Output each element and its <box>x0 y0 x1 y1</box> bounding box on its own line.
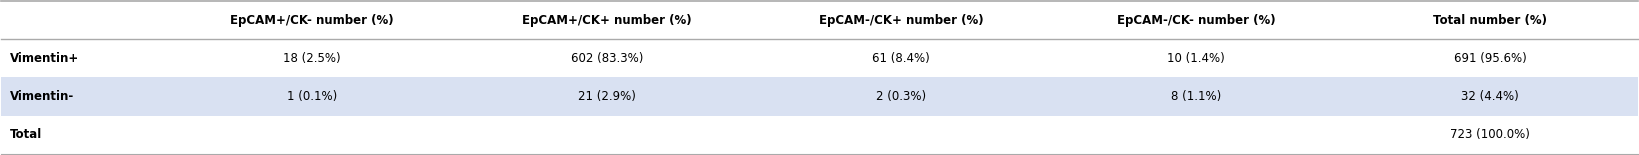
Text: EpCAM+/CK- number (%): EpCAM+/CK- number (%) <box>231 14 393 27</box>
Text: EpCAM-/CK- number (%): EpCAM-/CK- number (%) <box>1116 14 1275 27</box>
Text: 18 (2.5%): 18 (2.5%) <box>284 52 341 65</box>
Text: 32 (4.4%): 32 (4.4%) <box>1462 90 1519 103</box>
Text: Total: Total <box>10 128 43 141</box>
Text: 1 (0.1%): 1 (0.1%) <box>287 90 338 103</box>
Bar <box>2 39 1637 78</box>
Text: 2 (0.3%): 2 (0.3%) <box>877 90 926 103</box>
Text: Vimentin+: Vimentin+ <box>10 52 79 65</box>
Text: 602 (83.3%): 602 (83.3%) <box>570 52 642 65</box>
Text: 723 (100.0%): 723 (100.0%) <box>1451 128 1531 141</box>
Text: 61 (8.4%): 61 (8.4%) <box>872 52 931 65</box>
Bar <box>2 116 1637 154</box>
Text: EpCAM+/CK+ number (%): EpCAM+/CK+ number (%) <box>521 14 692 27</box>
Text: EpCAM-/CK+ number (%): EpCAM-/CK+ number (%) <box>820 14 983 27</box>
Text: 8 (1.1%): 8 (1.1%) <box>1170 90 1221 103</box>
Bar <box>2 78 1637 116</box>
Text: Total number (%): Total number (%) <box>1434 14 1547 27</box>
Bar <box>2 1 1637 39</box>
Text: 691 (95.6%): 691 (95.6%) <box>1454 52 1526 65</box>
Text: Vimentin-: Vimentin- <box>10 90 74 103</box>
Text: 21 (2.9%): 21 (2.9%) <box>579 90 636 103</box>
Text: 10 (1.4%): 10 (1.4%) <box>1167 52 1224 65</box>
